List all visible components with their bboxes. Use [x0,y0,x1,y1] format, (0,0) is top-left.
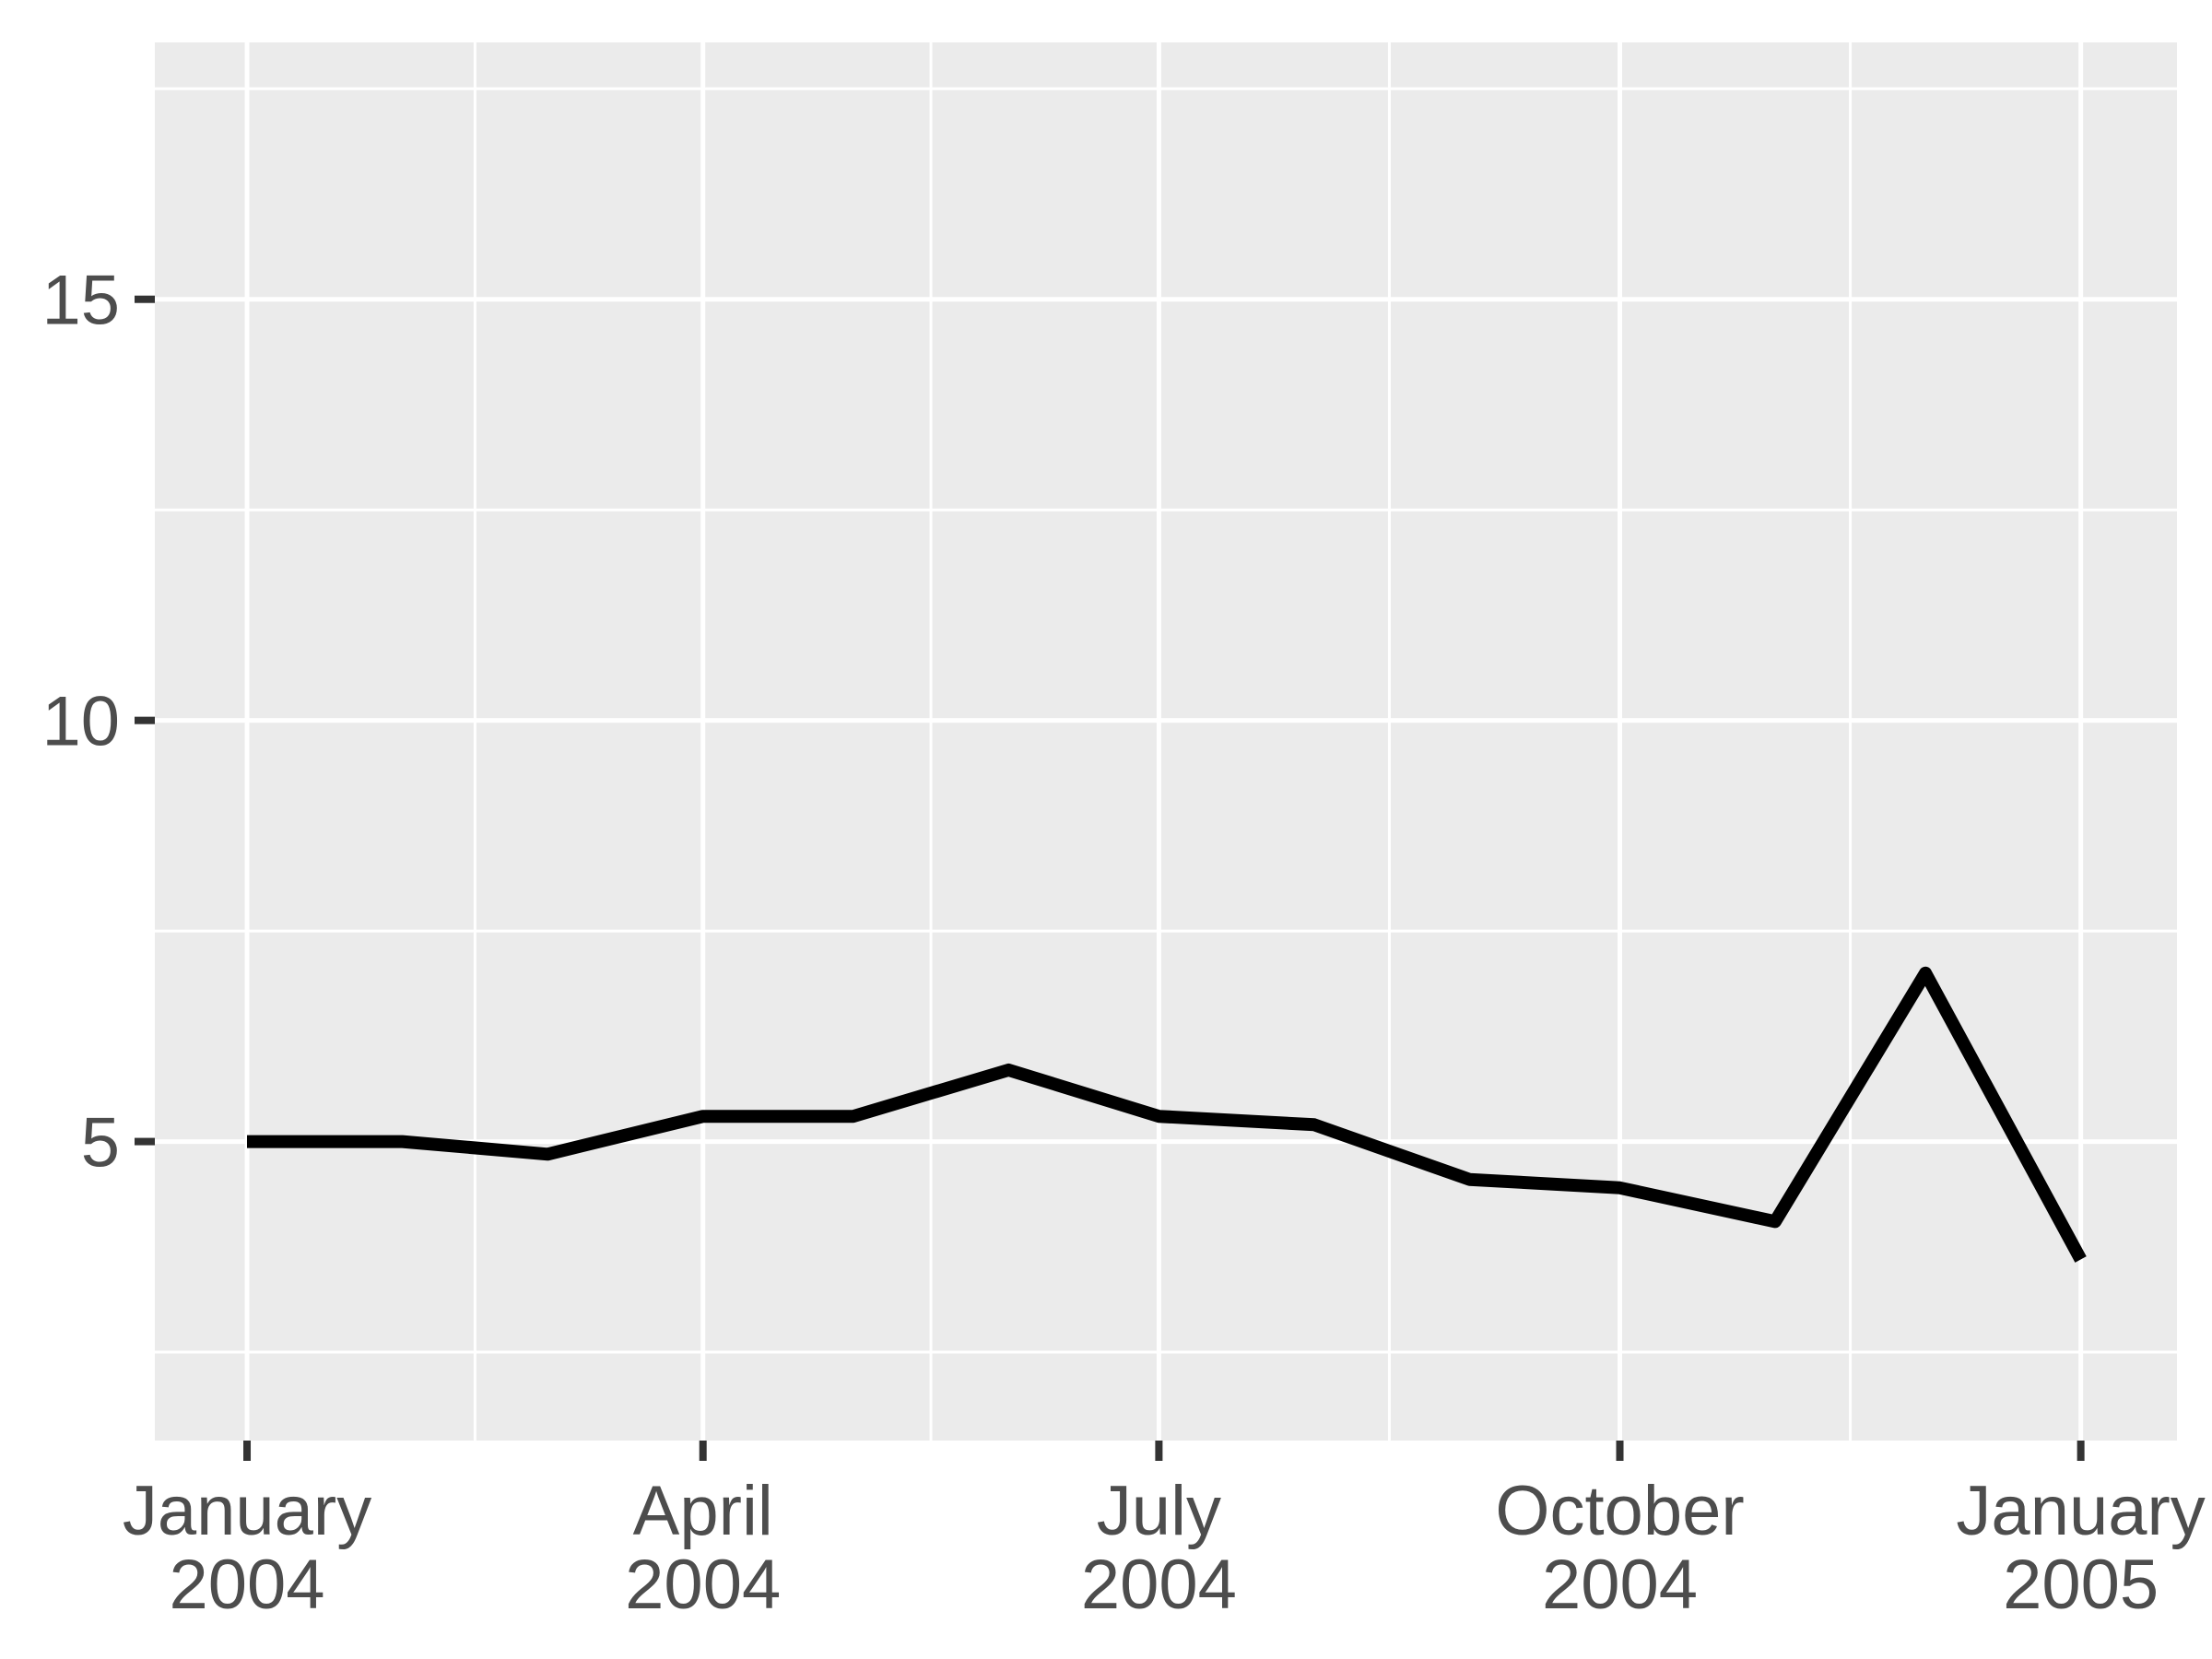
y-tick-label-5: 5 [81,1104,120,1182]
x-tick-label-2005-01-01: January 2005 [1956,1472,2205,1624]
x-tick-mark-2004-10-01 [1616,1441,1624,1461]
x-tick-label-2004-04-01: April 2004 [625,1472,781,1624]
x-tick-label-2004-07-01: July 2004 [1081,1472,1237,1624]
x-tick-label-2004-10-01: October 2004 [1495,1472,1744,1624]
y-tick-mark-10 [135,716,155,724]
y-tick-label-15: 15 [41,262,120,340]
x-tick-mark-2005-01-01 [2077,1441,2085,1461]
x-tick-label-2004-01-01: January 2004 [123,1472,371,1624]
y-tick-mark-15 [135,295,155,303]
x-tick-mark-2004-04-01 [699,1441,707,1461]
data-line [247,966,2087,1263]
x-tick-mark-2004-01-01 [243,1441,252,1461]
x-tick-mark-2004-07-01 [1155,1441,1163,1461]
plot-panel [155,42,2177,1441]
y-tick-label-10: 10 [41,683,120,761]
y-tick-mark-5 [135,1137,155,1146]
